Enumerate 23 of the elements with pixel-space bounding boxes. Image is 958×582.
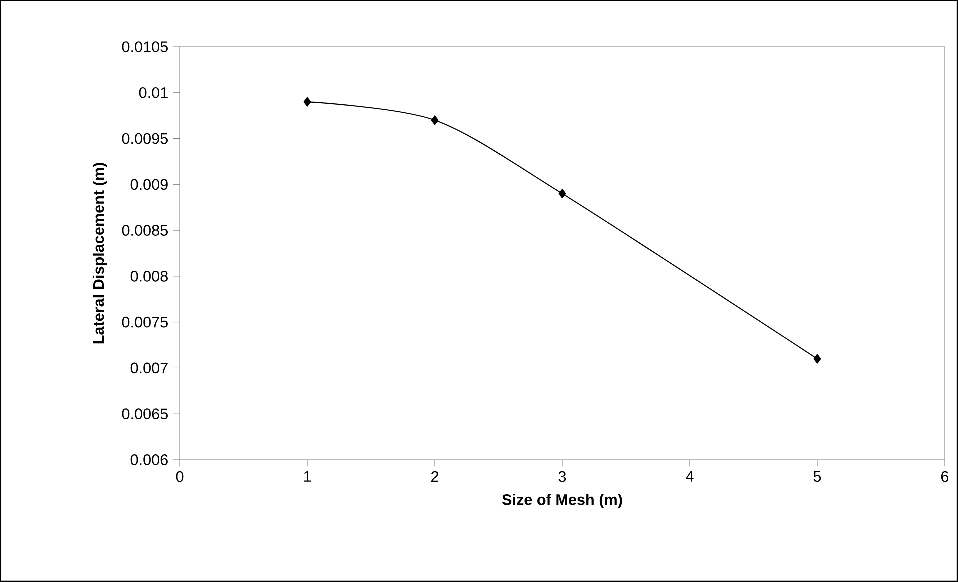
- point: [814, 354, 822, 364]
- x-tick-label: 5: [814, 471, 822, 482]
- y-tick-label: 0.0095: [122, 133, 168, 144]
- x-tick-label: 4: [686, 471, 694, 482]
- y-tick-label: 0.007: [130, 362, 168, 374]
- x-axis-title: Size of Mesh (m): [502, 494, 622, 508]
- y-tick-label: 0.01: [139, 87, 168, 98]
- x-tick-label: 6: [941, 471, 949, 482]
- x-tick-label: 3: [558, 471, 566, 482]
- x-tick-label: 1: [304, 471, 312, 482]
- x-tick-label: 2: [432, 471, 438, 482]
- point: [558, 189, 566, 199]
- y-tick-label: 0.009: [130, 179, 168, 190]
- y-tick-label: 0.0065: [122, 408, 168, 420]
- y-tick-label: 0.0075: [122, 316, 168, 328]
- y-tick-label: 0.008: [130, 271, 168, 282]
- y-tick-label: 0.0105: [122, 42, 168, 52]
- y-axis-title: Lateral Displacement (m): [92, 163, 108, 344]
- point: [431, 116, 439, 126]
- point: [304, 97, 312, 107]
- y-tick-label: 0.006: [130, 454, 168, 466]
- x-tick-label: 0: [176, 471, 184, 482]
- y-tick-label: 0.0085: [122, 225, 168, 236]
